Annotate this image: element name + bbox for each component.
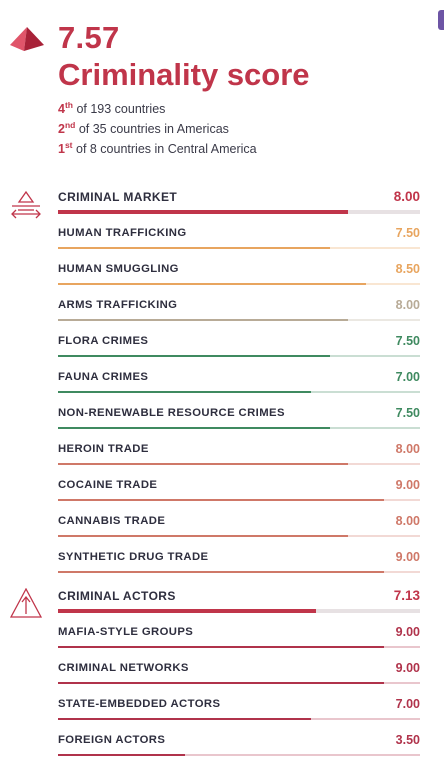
rank-region-position: 1	[58, 142, 65, 156]
synthetic-drug-trade-label: SYNTHETIC DRUG TRADE	[58, 551, 209, 563]
non-renewable-resource-crimes-bar-track	[58, 427, 420, 429]
criminal-networks-bar-fill	[58, 682, 384, 684]
heroin-trade-label: HEROIN TRADE	[58, 443, 149, 455]
fauna-crimes-row[interactable]: FAUNA CRIMES 7.00	[58, 366, 420, 394]
cocaine-trade-label: COCAINE TRADE	[58, 479, 158, 491]
cocaine-trade-value: 9.00	[395, 478, 420, 492]
heroin-trade-bar-fill	[58, 463, 348, 465]
arms-trafficking-label: ARMS TRAFFICKING	[58, 299, 178, 311]
state-embedded-actors-row[interactable]: STATE-EMBEDDED ACTORS 7.00	[58, 693, 420, 721]
rank-continent-suffix: nd	[64, 120, 76, 130]
non-renewable-resource-crimes-row[interactable]: NON-RENEWABLE RESOURCE CRIMES 7.50	[58, 402, 420, 430]
rank-global-position: 4	[58, 102, 65, 116]
foreign-actors-value: 3.50	[395, 733, 420, 747]
foreign-actors-bar-fill	[58, 754, 185, 756]
synthetic-drug-trade-value: 9.00	[395, 550, 420, 564]
side-tab[interactable]	[438, 10, 444, 30]
synthetic-drug-trade-bar-track	[58, 571, 420, 573]
cannabis-trade-bar-track	[58, 535, 420, 537]
mafia-style-groups-bar-fill	[58, 646, 384, 648]
rank-region-text: of 8 countries in Central America	[72, 142, 257, 156]
criminal-actors-bar-fill	[58, 609, 317, 613]
human-trafficking-label: HUMAN TRAFFICKING	[58, 227, 187, 239]
rank-continent: 2nd of 35 countries in Americas	[58, 121, 229, 136]
non-renewable-resource-crimes-value: 7.50	[395, 406, 420, 420]
arms-trafficking-row[interactable]: ARMS TRAFFICKING 8.00	[58, 294, 420, 322]
non-renewable-resource-crimes-bar-fill	[58, 427, 330, 429]
foreign-actors-label: FOREIGN ACTORS	[58, 734, 166, 746]
human-trafficking-row[interactable]: HUMAN TRAFFICKING 7.50	[58, 222, 420, 250]
criminal-networks-label: CRIMINAL NETWORKS	[58, 662, 189, 674]
synthetic-drug-trade-row[interactable]: SYNTHETIC DRUG TRADE 9.00	[58, 546, 420, 574]
non-renewable-resource-crimes-label: NON-RENEWABLE RESOURCE CRIMES	[58, 407, 285, 419]
flora-crimes-row[interactable]: FLORA CRIMES 7.50	[58, 330, 420, 358]
rank-continent-position: 2	[58, 122, 65, 136]
cannabis-trade-label: CANNABIS TRADE	[58, 515, 166, 527]
criminal-actors-row[interactable]: CRIMINAL ACTORS 7.13	[58, 585, 420, 613]
human-trafficking-value: 7.50	[395, 226, 420, 240]
arms-trafficking-value: 8.00	[395, 298, 420, 312]
human-smuggling-value: 8.50	[395, 262, 420, 276]
human-smuggling-bar-track	[58, 283, 420, 285]
mafia-style-groups-value: 9.00	[395, 625, 420, 639]
criminal-networks-row[interactable]: CRIMINAL NETWORKS 9.00	[58, 657, 420, 685]
criminal-networks-value: 9.00	[395, 661, 420, 675]
human-trafficking-bar-fill	[58, 247, 330, 249]
criminal-actors-bar-track	[58, 609, 420, 613]
criminal-market-row[interactable]: CRIMINAL MARKET 8.00	[58, 186, 420, 214]
fauna-crimes-label: FAUNA CRIMES	[58, 371, 149, 383]
heroin-trade-bar-track	[58, 463, 420, 465]
rank-region: 1st of 8 countries in Central America	[58, 141, 257, 156]
fauna-crimes-bar-track	[58, 391, 420, 393]
cannabis-trade-bar-fill	[58, 535, 348, 537]
rank-continent-text: of 35 countries in Americas	[75, 122, 229, 136]
criminal-market-icon	[11, 190, 41, 219]
pyramid-icon	[10, 27, 44, 51]
mafia-style-groups-label: MAFIA-STYLE GROUPS	[58, 626, 194, 638]
synthetic-drug-trade-bar-fill	[58, 571, 384, 573]
flora-crimes-bar-fill	[58, 355, 330, 357]
rank-global-text: of 193 countries	[72, 102, 166, 116]
arms-trafficking-bar-track	[58, 319, 420, 321]
criminal-networks-bar-track	[58, 682, 420, 684]
fauna-crimes-bar-fill	[58, 391, 312, 393]
criminal-actors-value: 7.13	[393, 588, 420, 603]
state-embedded-actors-bar-track	[58, 718, 420, 720]
state-embedded-actors-label: STATE-EMBEDDED ACTORS	[58, 698, 221, 710]
cocaine-trade-bar-track	[58, 499, 420, 501]
mafia-style-groups-bar-track	[58, 646, 420, 648]
heroin-trade-value: 8.00	[395, 442, 420, 456]
rank-region-suffix: st	[64, 140, 73, 150]
rank-global: 4th of 193 countries	[58, 101, 165, 116]
criminal-actors-icon	[10, 588, 42, 618]
criminal-market-value: 8.00	[393, 189, 420, 204]
human-smuggling-label: HUMAN SMUGGLING	[58, 263, 179, 275]
cannabis-trade-row[interactable]: CANNABIS TRADE 8.00	[58, 510, 420, 538]
human-smuggling-row[interactable]: HUMAN SMUGGLING 8.50	[58, 258, 420, 286]
human-smuggling-bar-fill	[58, 283, 366, 285]
cocaine-trade-row[interactable]: COCAINE TRADE 9.00	[58, 474, 420, 502]
criminal-market-bar-track	[58, 210, 420, 214]
foreign-actors-bar-track	[58, 754, 420, 756]
state-embedded-actors-value: 7.00	[395, 697, 420, 711]
human-trafficking-bar-track	[58, 247, 420, 249]
state-embedded-actors-bar-fill	[58, 718, 312, 720]
flora-crimes-label: FLORA CRIMES	[58, 335, 149, 347]
foreign-actors-row[interactable]: FOREIGN ACTORS 3.50	[58, 729, 420, 757]
flora-crimes-value: 7.50	[395, 334, 420, 348]
heroin-trade-row[interactable]: HEROIN TRADE 8.00	[58, 438, 420, 466]
arms-trafficking-bar-fill	[58, 319, 348, 321]
cannabis-trade-value: 8.00	[395, 514, 420, 528]
mafia-style-groups-row[interactable]: MAFIA-STYLE GROUPS 9.00	[58, 621, 420, 649]
flora-crimes-bar-track	[58, 355, 420, 357]
criminal-market-bar-fill	[58, 210, 348, 214]
criminal-market-label: CRIMINAL MARKET	[58, 190, 178, 204]
rank-global-suffix: th	[64, 100, 73, 110]
criminality-score-value: 7.57	[58, 20, 120, 55]
fauna-crimes-value: 7.00	[395, 370, 420, 384]
criminality-score-title: Criminality score	[58, 57, 310, 92]
cocaine-trade-bar-fill	[58, 499, 384, 501]
criminal-actors-label: CRIMINAL ACTORS	[58, 589, 176, 603]
